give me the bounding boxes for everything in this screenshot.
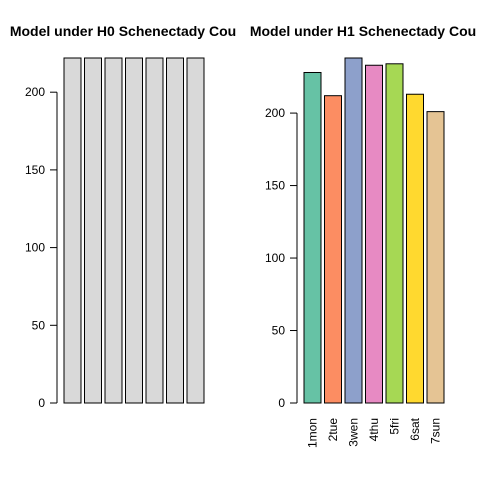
bar-1mon	[63, 57, 82, 404]
x-tick-label: 1mon	[306, 418, 320, 448]
bar-3wen	[104, 57, 123, 404]
chart-title: Model under H1 Schenectady Cou	[250, 23, 476, 39]
bar-1mon	[303, 71, 322, 404]
y-tick-label: 150	[265, 179, 285, 193]
bar-7sun	[186, 57, 205, 404]
y-tick-label: 150	[25, 163, 45, 177]
bar-4thu	[125, 57, 143, 404]
x-tick-label: 5fri	[388, 418, 402, 435]
y-tick-label: 100	[265, 251, 285, 265]
y-tick-label: 0	[278, 396, 285, 410]
bar-5fri	[385, 63, 404, 404]
y-tick-label: 50	[32, 318, 46, 332]
y-tick-label: 0	[38, 396, 45, 410]
bar-6sat	[406, 93, 424, 404]
y-tick-label: 100	[25, 241, 45, 255]
x-tick-label: 4thu	[367, 418, 381, 441]
bar-6sat	[166, 57, 184, 404]
bar-5fri	[145, 57, 164, 404]
bar-4thu	[365, 64, 383, 404]
bar-7sun	[426, 111, 445, 404]
y-tick-label: 200	[265, 106, 285, 120]
bar-2tue	[84, 57, 102, 404]
x-tick-label: 2tue	[326, 418, 340, 442]
y-tick-label: 200	[25, 85, 45, 99]
y-tick-label: 50	[272, 324, 286, 338]
x-tick-label: 3wen	[347, 418, 361, 447]
bar-3wen	[344, 57, 363, 404]
chart-title: Model under H0 Schenectady Cou	[10, 23, 236, 39]
chart-panel-0: Model under H0 Schenectady Cou 0 50 100 150 2…	[10, 23, 236, 410]
bar-2tue	[324, 95, 342, 404]
x-tick-label: 7sun	[429, 418, 443, 444]
chart-panel-1: Model under H1 Schenectady Cou 1mon 2tue 3w…	[250, 23, 476, 448]
x-tick-label: 6sat	[408, 417, 422, 440]
